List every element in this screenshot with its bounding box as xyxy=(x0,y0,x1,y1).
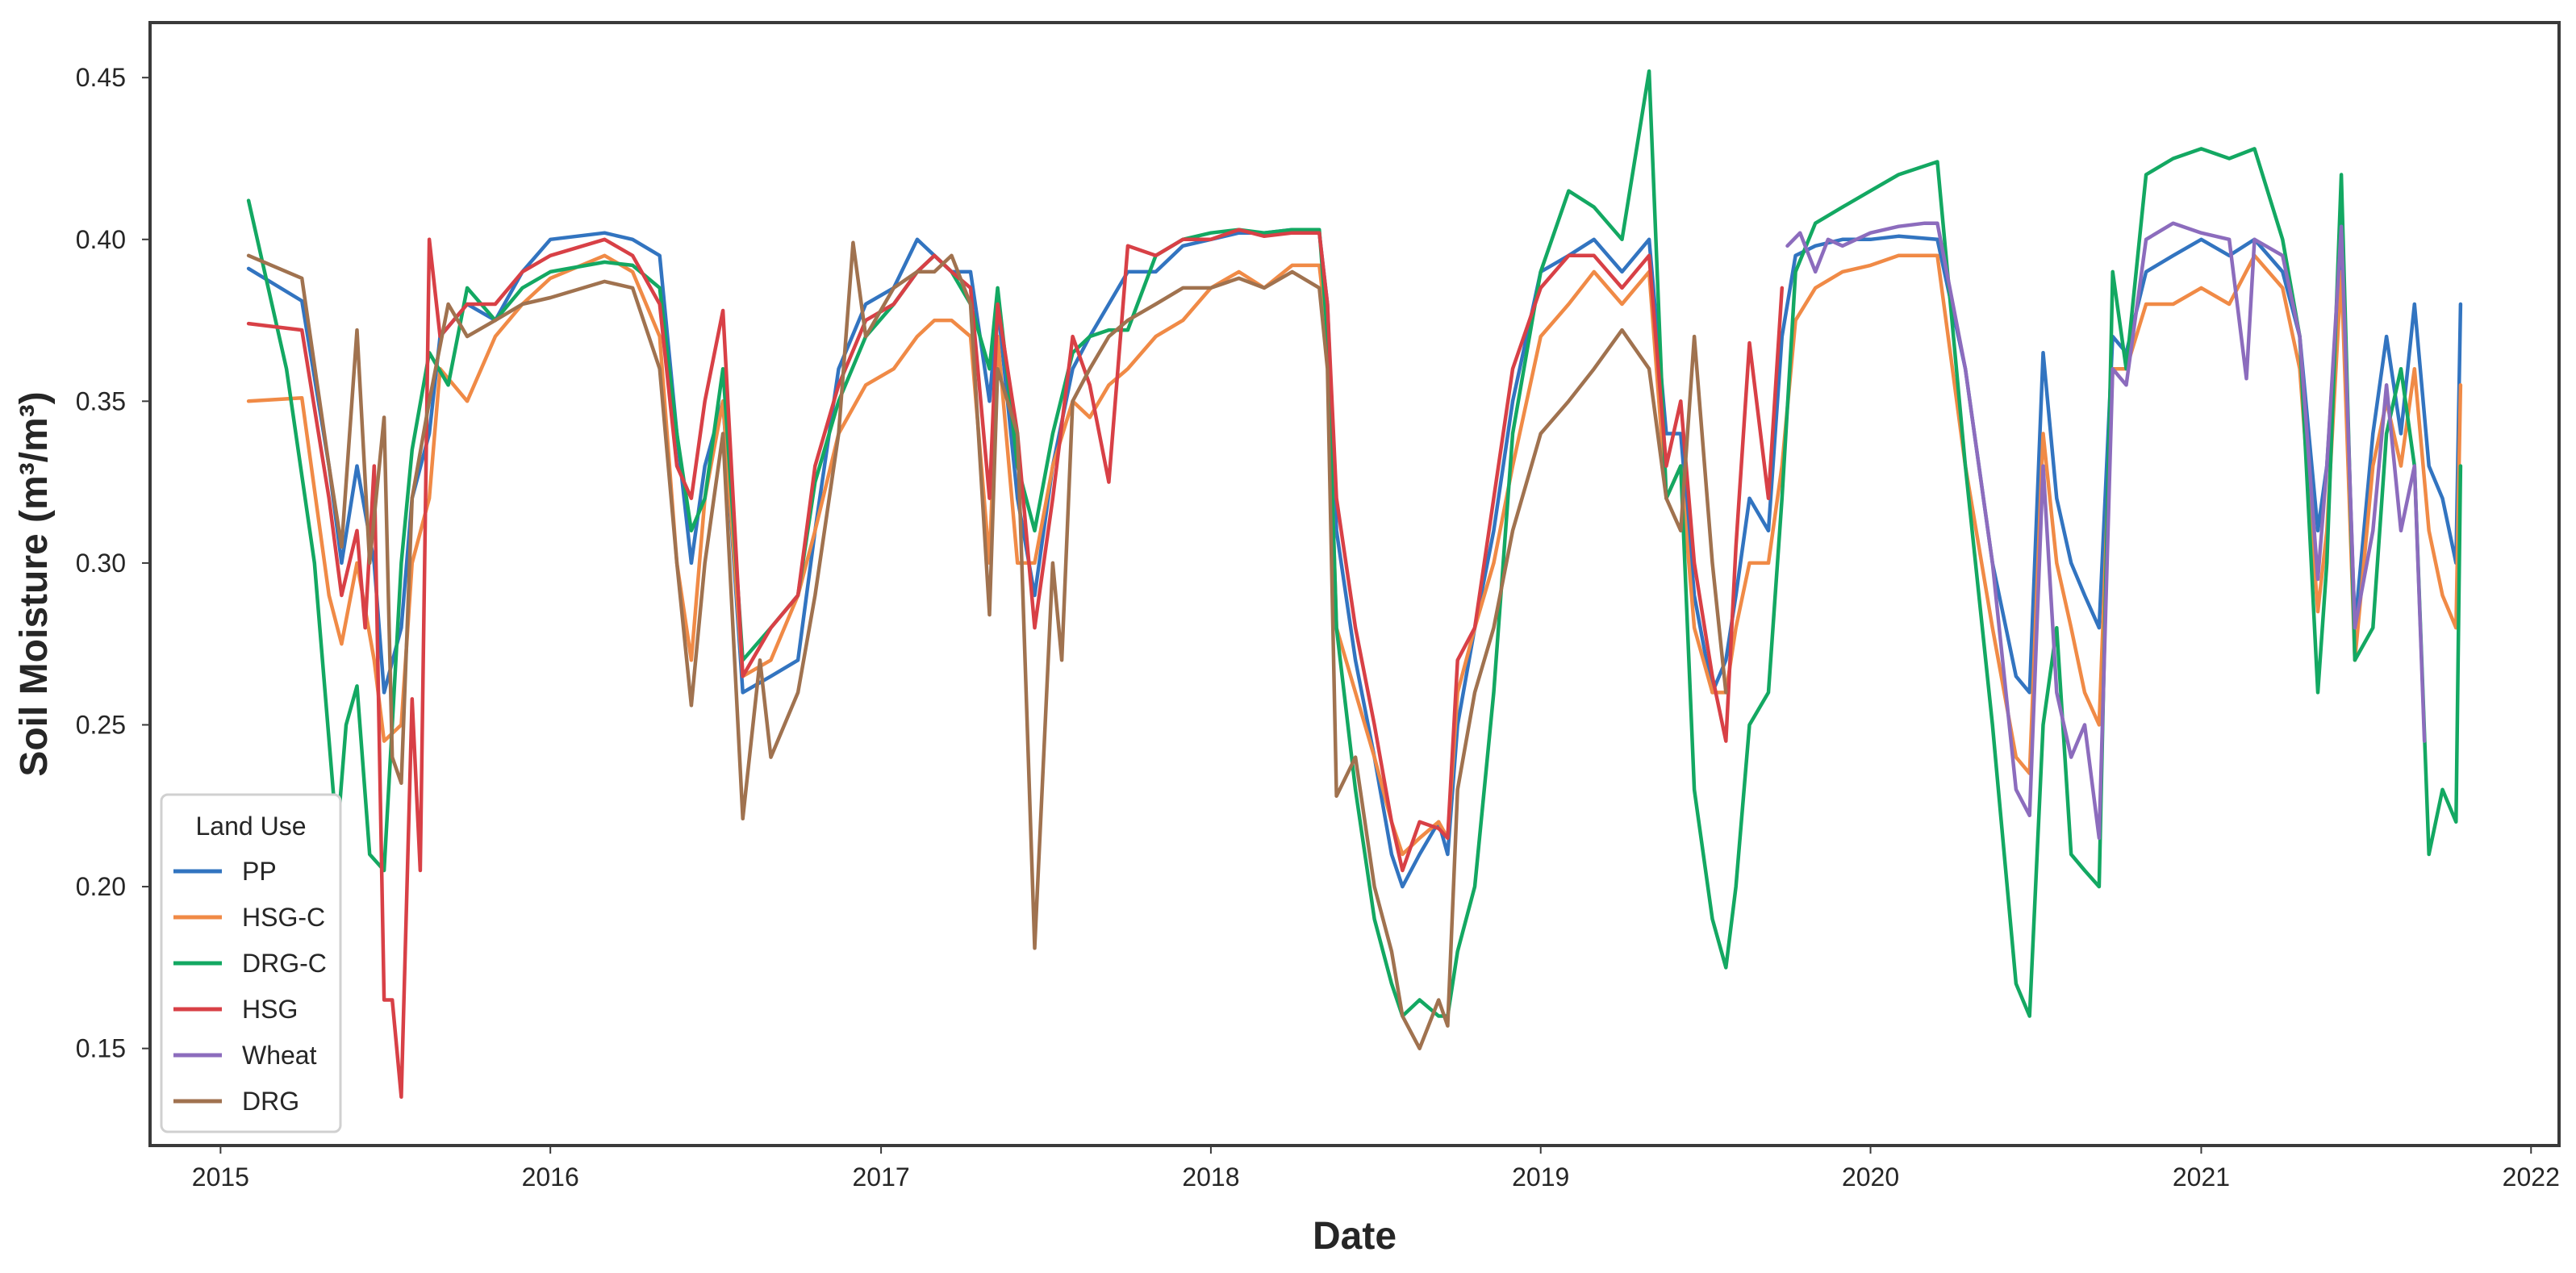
legend-label: PP xyxy=(242,857,277,886)
legend-label: DRG xyxy=(242,1087,299,1116)
x-tick-label: 2020 xyxy=(1842,1162,1899,1192)
series-line-hsg-c xyxy=(246,253,2463,857)
series-line-drg-c xyxy=(246,69,2463,1018)
plot-lines xyxy=(246,69,2463,1100)
x-tick-label: 2017 xyxy=(853,1162,910,1192)
legend-label: HSG xyxy=(242,995,298,1024)
y-tick-label: 0.30 xyxy=(76,549,126,578)
legend: Land Use PP HSG-C DRG-C HSG Wheat DRG xyxy=(160,793,342,1133)
legend-box xyxy=(160,793,342,1133)
y-tick-label: 0.15 xyxy=(76,1034,126,1063)
plot-frame xyxy=(148,21,2561,1147)
legend-items: PP HSG-C DRG-C HSG Wheat DRG xyxy=(173,857,327,1116)
x-tick-label: 2021 xyxy=(2173,1162,2230,1192)
x-tick-label: 2019 xyxy=(1512,1162,1569,1192)
y-tick-label: 0.25 xyxy=(76,711,126,740)
series-line-wheat xyxy=(1785,221,2427,841)
y-axis-ticks: 0.15 0.20 0.25 0.30 0.35 0.40 0.45 xyxy=(76,63,150,1063)
x-axis-ticks: 2015 2016 2017 2018 2019 2020 2021 2022 xyxy=(192,1146,2560,1192)
x-tick-label: 2018 xyxy=(1182,1162,1239,1192)
y-axis-label: Soil Moisture (m³/m³) xyxy=(13,391,56,776)
x-tick-label: 2016 xyxy=(522,1162,579,1192)
legend-label: Wheat xyxy=(242,1041,317,1070)
series-line-drg xyxy=(246,240,1728,1050)
legend-label: DRG-C xyxy=(242,949,327,978)
y-tick-label: 0.40 xyxy=(76,225,126,254)
legend-title: Land Use xyxy=(196,812,307,841)
x-tick-label: 2015 xyxy=(192,1162,249,1192)
y-tick-label: 0.35 xyxy=(76,386,126,415)
y-tick-label: 0.20 xyxy=(76,872,126,901)
x-tick-label: 2022 xyxy=(2503,1162,2560,1192)
y-tick-label: 0.45 xyxy=(76,63,126,92)
legend-label: HSG-C xyxy=(242,903,325,932)
x-axis-label: Date xyxy=(1313,1215,1397,1258)
